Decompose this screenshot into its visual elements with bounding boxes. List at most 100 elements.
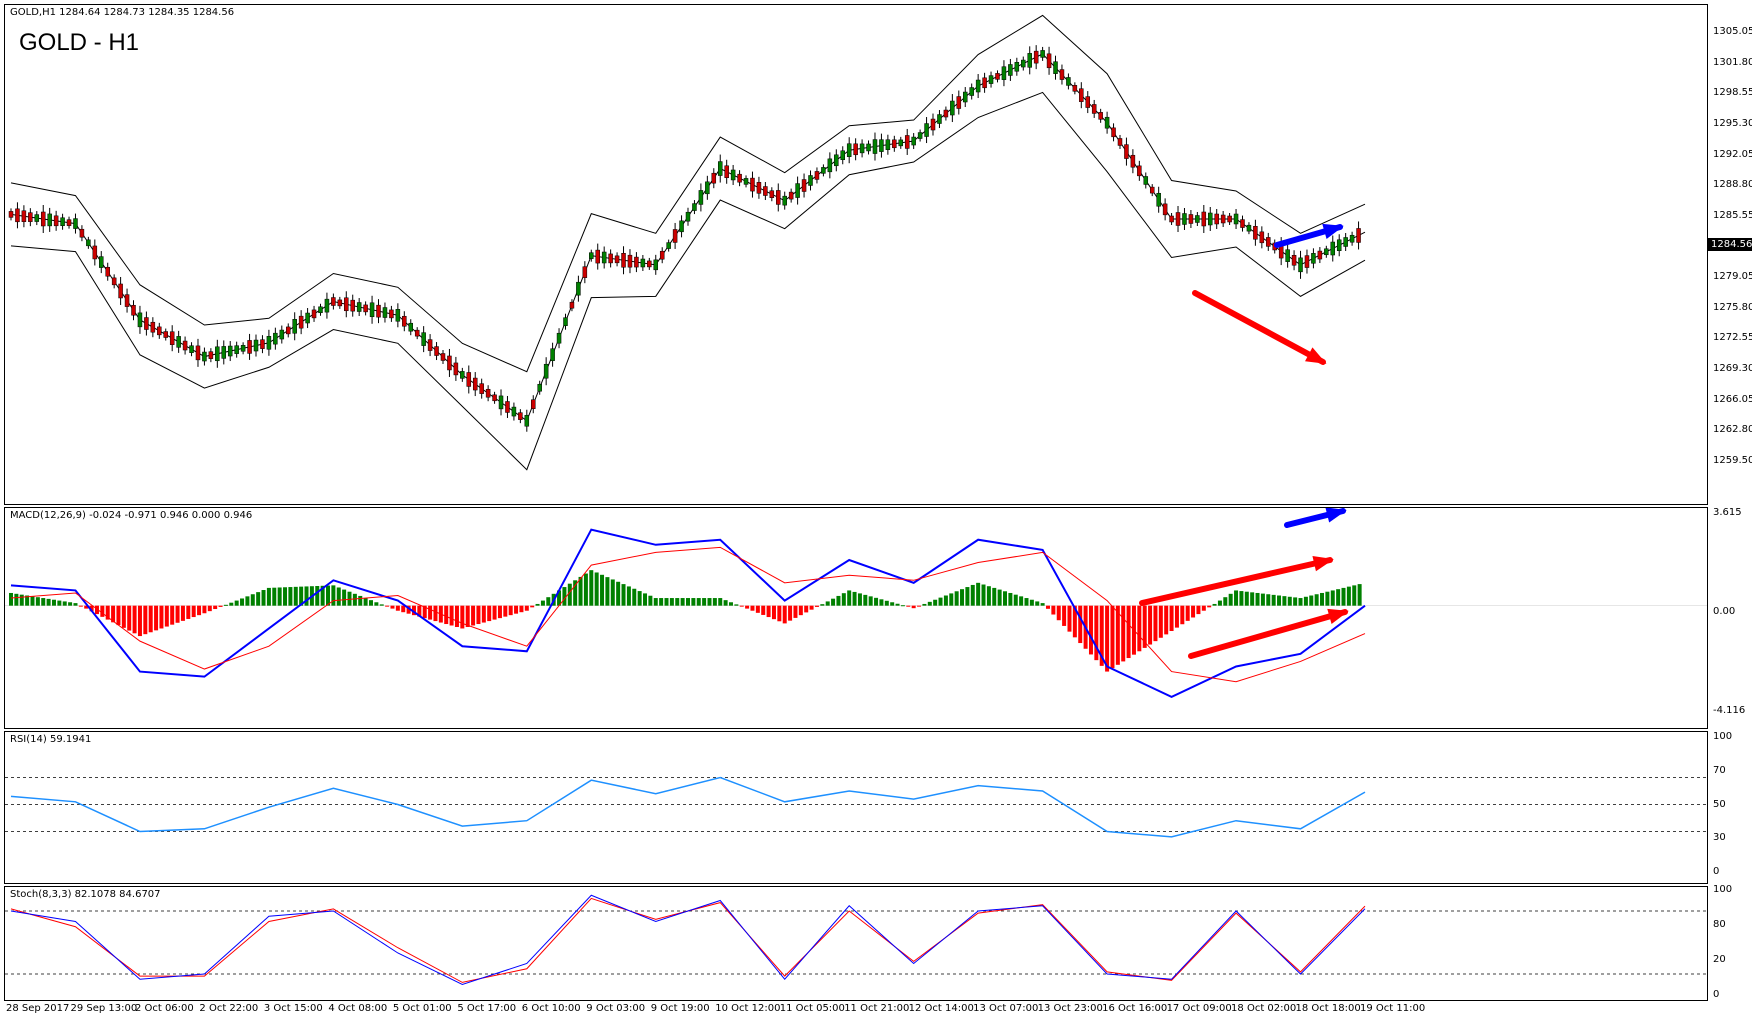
candle (563, 317, 568, 326)
macd-histogram-bar (702, 598, 707, 606)
candle (408, 322, 414, 332)
macd-histogram-bar (148, 605, 153, 633)
rsi-axis: 100 70 50 30 0 (1709, 731, 1752, 884)
candle (730, 169, 736, 181)
candle (92, 245, 98, 260)
candle (266, 336, 272, 350)
candle (1149, 186, 1155, 194)
time-label: 28 Sep 2017 (6, 1003, 70, 1014)
price-tick: 1266.05 (1713, 393, 1752, 405)
price-axis: 1305.05 1301.80 1298.55 1295.30 1292.05 1288.… (1709, 4, 1752, 505)
candle (975, 79, 981, 93)
time-label: 17 Oct 09:00 (1166, 1003, 1232, 1014)
macd-histogram-bar (777, 605, 782, 622)
macd-histogram-bar (245, 596, 250, 606)
macd-histogram-bar (14, 593, 19, 606)
candle (163, 331, 168, 338)
upper-band (10, 14, 1366, 373)
candle (111, 277, 117, 286)
macd-histogram-bar (51, 599, 56, 606)
macd-histogram-bar (1169, 605, 1174, 632)
candle (743, 178, 749, 185)
macd-histogram-bar (1223, 597, 1228, 606)
macd-histogram-bar (1298, 598, 1303, 606)
candle (402, 315, 407, 327)
macd-histogram-bar (331, 585, 336, 606)
price-pane: GOLD,H1 1284.64 1284.73 1284.35 1284.56 … (4, 4, 1708, 505)
macd-histogram-bar (798, 605, 803, 616)
macd-histogram-bar (41, 598, 46, 606)
macd-histogram-bar (782, 605, 787, 624)
candle (692, 203, 697, 211)
macd-histogram-bar (46, 598, 51, 606)
rsi-tick: 30 (1713, 832, 1726, 844)
rsi-tick: 0 (1713, 866, 1720, 877)
macd-histogram-bar (1196, 605, 1201, 615)
macd-histogram-bar (111, 605, 116, 623)
price-tick: 1269.30 (1713, 363, 1752, 375)
candle (157, 326, 162, 336)
candle (1311, 253, 1316, 264)
time-label: 16 Oct 16:00 (1102, 1003, 1168, 1014)
middle-band (10, 53, 1366, 422)
macd-histogram-bar (659, 598, 664, 606)
candle (1188, 214, 1194, 224)
macd-pane: MACD(12,26,9) -0.024 -0.971 0.946 0.000 … (4, 507, 1708, 729)
macd-histogram-bar (94, 605, 99, 615)
macd-histogram-bar (186, 605, 191, 619)
macd-histogram-bar (1078, 605, 1083, 644)
macd-histogram-bar (728, 602, 733, 606)
macd-histogram-bar (1287, 596, 1292, 606)
macd-histogram-bar (1352, 585, 1357, 606)
macd-histogram-bar (137, 605, 142, 637)
chart-title: GOLD - H1 (19, 29, 140, 56)
macd-histogram-bar (1110, 605, 1115, 669)
macd-histogram-bar (1019, 596, 1024, 606)
candle (337, 299, 343, 307)
macd-histogram-bar (809, 605, 814, 610)
candle (137, 312, 143, 328)
macd-histogram-bar (202, 605, 207, 614)
macd-histogram-bar (363, 598, 368, 606)
macd-histogram-bar (712, 598, 717, 606)
macd-histogram-bar (1051, 605, 1056, 615)
macd-histogram-bar (804, 605, 809, 613)
candle (1298, 257, 1303, 273)
candle (1195, 215, 1200, 223)
macd-red-arrow-lower-head (1327, 608, 1349, 624)
candle (582, 266, 588, 278)
rsi-line (10, 776, 1366, 838)
macd-histogram-bar (170, 605, 175, 625)
macd-histogram-bar (530, 605, 535, 608)
macd-histogram-bar (1234, 590, 1239, 606)
lower-band (10, 91, 1366, 471)
rsi-plot (5, 776, 1707, 838)
macd-histogram-bar (347, 591, 352, 606)
candle (1220, 214, 1226, 224)
macd-histogram-bar (707, 598, 712, 606)
macd-histogram-bar (476, 605, 481, 625)
candle (1066, 77, 1071, 86)
candle (253, 339, 259, 352)
candle (788, 191, 794, 200)
macd-histogram-bar (895, 603, 900, 606)
macd-histogram-bar (401, 605, 406, 613)
candle (601, 251, 607, 264)
macd-histogram-bar (503, 605, 508, 617)
candle (995, 73, 1000, 80)
macd-histogram-bar (89, 605, 94, 612)
macd-histogram-bar (100, 605, 105, 617)
candle (550, 348, 555, 361)
macd-histogram-bar (884, 600, 889, 606)
macd-histogram-bar (578, 576, 583, 606)
candle (924, 123, 929, 137)
macd-plot (5, 508, 1707, 699)
candle (1349, 234, 1355, 243)
candle (569, 301, 575, 309)
signal-line (10, 546, 1366, 683)
macd-histogram-bar (567, 583, 572, 606)
macd-histogram-bar (997, 589, 1002, 606)
macd-histogram-bar (508, 605, 513, 616)
candle (382, 307, 388, 318)
macd-tick: 0.00 (1713, 606, 1736, 617)
